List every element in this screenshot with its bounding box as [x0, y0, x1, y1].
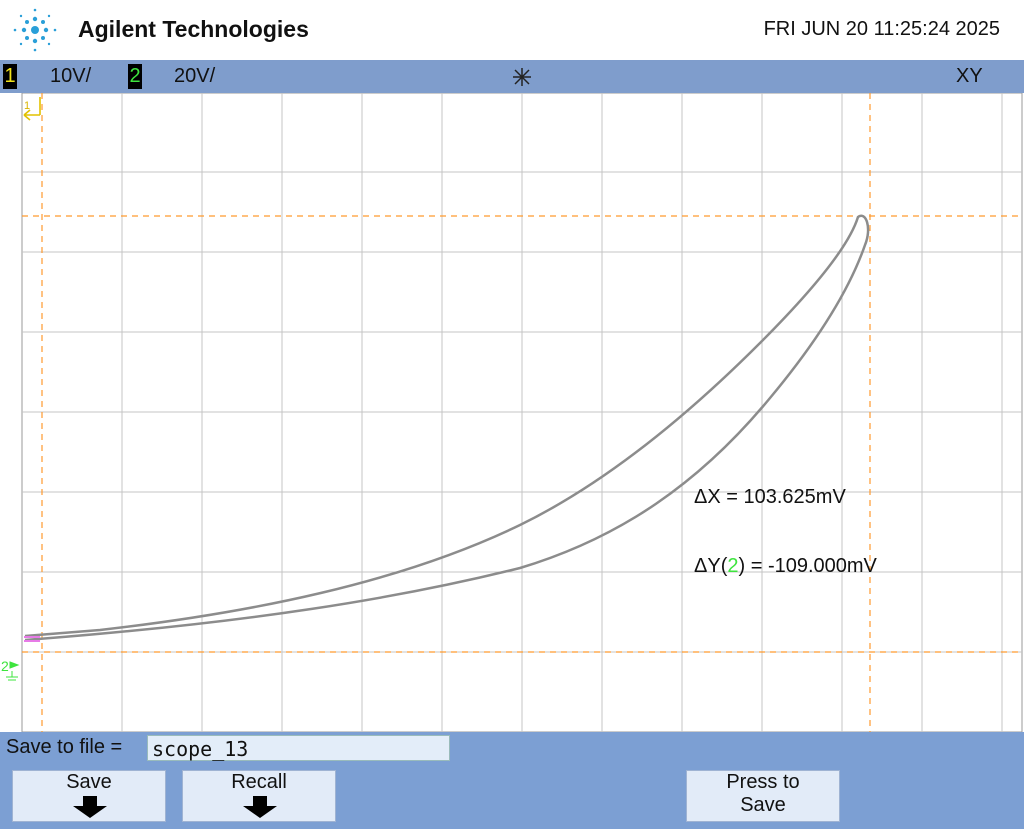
filename-field[interactable]: scope_13	[147, 735, 450, 761]
ground-marker	[6, 661, 20, 681]
trace-origin	[24, 636, 40, 642]
trigger-icon	[513, 68, 531, 86]
save-button[interactable]: Save	[12, 770, 166, 822]
button-label: Recall	[231, 771, 287, 793]
button-label: Save	[66, 771, 112, 793]
channel-1-badge: 1	[3, 64, 17, 89]
datetime: FRI JUN 20 11:25:24 2025	[763, 18, 1000, 40]
mode: XY	[956, 65, 983, 87]
button-label: Save	[740, 794, 786, 816]
channel-1-arrow	[23, 97, 41, 121]
logo	[13, 8, 57, 52]
channel-2-badge: 2	[128, 64, 142, 89]
save-label: Save to file =	[6, 736, 123, 758]
delta-y-value: ) = -109.000mV	[738, 555, 877, 577]
delta-y-channel: 2	[727, 555, 738, 577]
recall-button[interactable]: Recall	[182, 770, 336, 822]
cursors	[22, 93, 1022, 732]
brand: Agilent Technologies	[78, 16, 309, 42]
scope-screen: 1 2 ΔX = 103.625mV ΔY(2) = -109.000mV	[1, 93, 1023, 732]
delta-x: ΔX = 103.625mV	[694, 486, 846, 508]
delta-y: ΔY(2) = -109.000mV	[694, 555, 878, 577]
status-bar: 1 10V/ 2 20V/ XY	[0, 60, 1024, 93]
delta-y-prefix: ΔY(	[694, 555, 728, 577]
channel-1-scale: 10V/	[50, 65, 92, 87]
xy-trace	[24, 214, 870, 642]
press-to-save-button[interactable]: Press to Save	[686, 770, 840, 822]
channel-2-marker: 2	[1, 658, 9, 674]
button-label: Press to	[726, 771, 800, 793]
channel-2-scale: 20V/	[174, 65, 216, 87]
channel-1-marker: 1	[24, 100, 30, 112]
header: Agilent Technologies FRI JUN 20 11:25:24…	[0, 0, 1024, 60]
save-panel: Save to file = scope_13 Save Recall Pres…	[0, 732, 1024, 829]
